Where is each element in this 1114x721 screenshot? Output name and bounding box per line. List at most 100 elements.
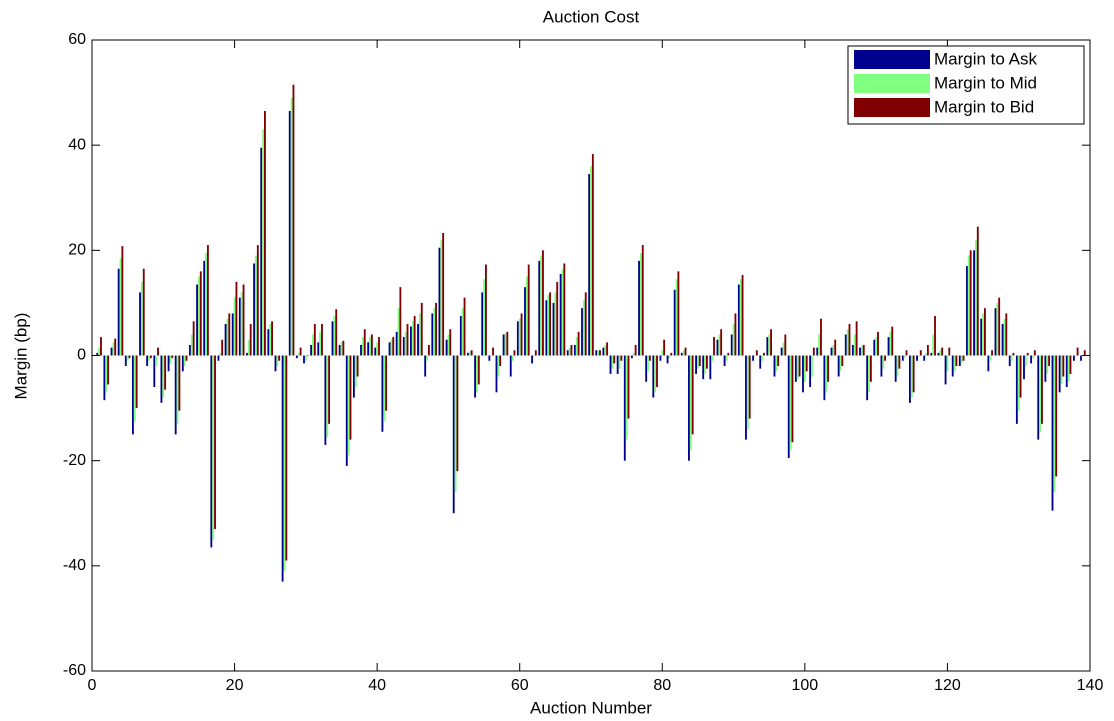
- bar: [192, 321, 195, 356]
- chart-title: Auction Cost: [543, 7, 640, 26]
- bar: [274, 355, 277, 372]
- bar: [247, 339, 250, 356]
- bar: [934, 316, 936, 356]
- bar: [830, 347, 833, 356]
- bar: [909, 355, 911, 403]
- bar: [233, 297, 236, 356]
- bar: [383, 355, 386, 422]
- bar: [178, 355, 181, 411]
- bar: [139, 292, 141, 356]
- bar: [980, 318, 983, 356]
- bar: [689, 355, 692, 451]
- bar: [960, 355, 963, 364]
- bar: [176, 355, 179, 424]
- bar: [609, 355, 612, 374]
- bar: [955, 355, 958, 367]
- bar: [809, 355, 812, 388]
- bar: [666, 355, 669, 364]
- bar: [549, 292, 552, 356]
- bar: [110, 347, 113, 356]
- bar: [568, 347, 571, 356]
- bar: [777, 355, 780, 367]
- bar: [160, 355, 163, 403]
- bar: [506, 331, 509, 356]
- bar: [891, 326, 894, 356]
- bar: [566, 350, 569, 356]
- bar: [183, 355, 186, 367]
- bar: [851, 344, 854, 356]
- bar: [189, 344, 191, 356]
- bar: [604, 344, 607, 356]
- bar: [292, 84, 295, 356]
- bar: [499, 355, 502, 367]
- bar: [916, 355, 918, 361]
- bar: [816, 347, 819, 356]
- bar: [1023, 355, 1025, 380]
- bar: [385, 355, 388, 411]
- bar: [554, 292, 557, 356]
- x-tick-label: 140: [1077, 677, 1104, 694]
- bar: [199, 271, 202, 356]
- bar: [969, 250, 972, 356]
- bar: [989, 355, 992, 361]
- bar: [1003, 318, 1006, 356]
- bar: [255, 255, 257, 356]
- bar: [946, 355, 949, 372]
- bar: [100, 337, 102, 356]
- bar: [511, 355, 514, 361]
- bar: [126, 355, 129, 361]
- bar: [652, 355, 655, 398]
- bar: [477, 355, 480, 385]
- bar: [695, 355, 698, 374]
- bar: [754, 355, 756, 357]
- bar: [224, 323, 227, 356]
- bar: [319, 331, 322, 356]
- bar: [442, 232, 445, 356]
- bar: [376, 342, 379, 356]
- bar: [773, 355, 776, 377]
- bar: [267, 329, 270, 356]
- bar: [991, 350, 993, 356]
- bar: [518, 318, 521, 356]
- bar: [620, 355, 623, 361]
- bar: [1055, 355, 1058, 477]
- bar: [661, 350, 664, 356]
- bar: [630, 355, 633, 359]
- bar: [939, 350, 942, 356]
- bar: [976, 226, 979, 356]
- bar: [342, 340, 345, 356]
- bar: [948, 347, 951, 356]
- bar: [998, 297, 1001, 356]
- bar: [755, 350, 758, 356]
- bar: [534, 350, 537, 356]
- bar: [791, 355, 794, 443]
- bar: [395, 331, 398, 356]
- bar: [107, 355, 110, 385]
- bar: [246, 352, 248, 356]
- bar: [951, 355, 954, 377]
- x-tick-label: 120: [934, 677, 961, 694]
- bar: [285, 355, 288, 561]
- bar: [873, 339, 876, 356]
- bar: [556, 281, 559, 356]
- bar: [818, 334, 821, 356]
- bar: [418, 313, 421, 356]
- bar: [360, 344, 362, 356]
- bar: [331, 321, 334, 356]
- bar: [846, 329, 849, 356]
- bar: [404, 331, 407, 356]
- bar: [497, 355, 500, 377]
- bar: [638, 260, 640, 356]
- bar: [862, 344, 865, 356]
- bar: [435, 302, 437, 356]
- bar: [770, 329, 772, 356]
- bar: [855, 321, 858, 356]
- bar: [670, 352, 673, 356]
- bar: [727, 352, 730, 356]
- bar: [875, 337, 878, 356]
- bar: [1060, 355, 1063, 385]
- bar: [718, 334, 721, 356]
- bar: [231, 313, 234, 356]
- bar: [910, 355, 913, 398]
- bar: [1030, 355, 1033, 364]
